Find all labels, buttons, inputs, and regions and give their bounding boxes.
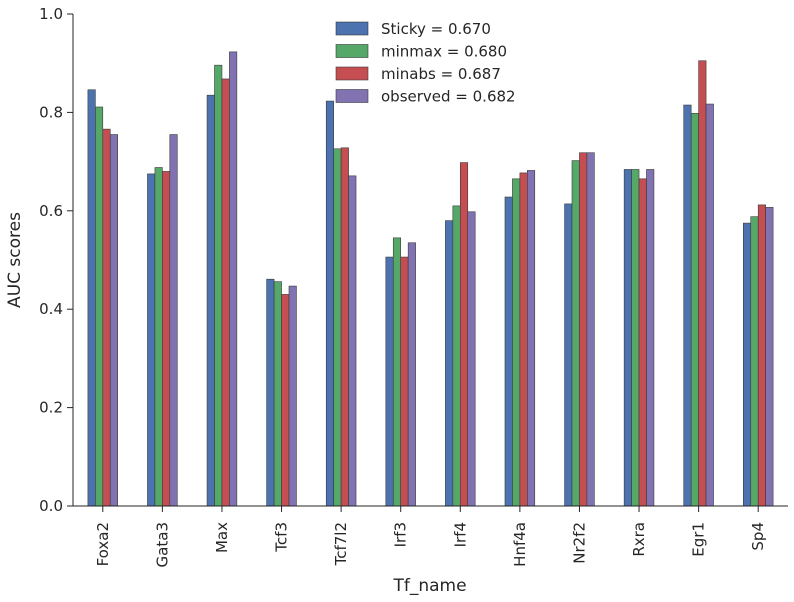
bar-hnf4a-series-2 <box>512 178 521 507</box>
y-tick-label: 0.4 <box>39 300 63 318</box>
bar-irf3-series-3 <box>400 256 409 507</box>
x-tick-label: Max <box>213 522 231 553</box>
bar-irf4-series-3 <box>459 162 469 507</box>
bar-max-series-4 <box>229 51 238 507</box>
bar-nr2f2-series-2 <box>571 160 580 507</box>
bar-irf4-series-4 <box>467 211 476 507</box>
bar-hnf4a-series-4 <box>527 170 536 507</box>
bar-gata3-series-4 <box>169 134 178 507</box>
bar-foxa2-series-2 <box>95 106 104 507</box>
x-tick-label: Sp4 <box>749 522 767 551</box>
legend-swatch-1 <box>335 21 369 36</box>
bar-tcf7l2-series-2 <box>333 148 342 507</box>
x-tick-label: Tcf7l2 <box>332 522 350 566</box>
bar-irf4-series-1 <box>445 220 454 507</box>
y-tick-label: 0.6 <box>39 202 63 220</box>
x-tick-label: Egr1 <box>690 522 708 557</box>
bar-nr2f2-series-4 <box>586 152 595 507</box>
axes-group <box>72 14 788 507</box>
legend-label-3: minabs = 0.687 <box>381 65 501 83</box>
x-tick-label: Tcf3 <box>273 522 291 553</box>
bar-tcf3-series-2 <box>273 281 282 507</box>
bar-foxa2-series-4 <box>109 134 118 507</box>
bar-foxa2-series-1 <box>87 89 96 507</box>
bar-rxra-series-1 <box>623 169 632 507</box>
bar-sp4-series-2 <box>750 216 759 507</box>
legend: Sticky = 0.670 minmax = 0.680 minabs = 0.6… <box>335 20 516 106</box>
y-ticks-group: 0.0 0.2 0.4 0.6 0.8 1.0 <box>39 5 73 515</box>
bar-tcf7l2-series-3 <box>340 147 349 507</box>
bar-rxra-series-2 <box>631 169 640 507</box>
bar-egr1-series-4 <box>705 103 714 507</box>
bar-rxra-series-3 <box>638 178 647 507</box>
legend-swatch-2 <box>335 44 369 58</box>
bar-hnf4a-series-3 <box>519 172 528 507</box>
bar-max-series-2 <box>214 64 223 507</box>
bar-tcf7l2-series-4 <box>348 175 357 507</box>
x-tick-label: Gata3 <box>153 522 171 567</box>
bar-sp4-series-4 <box>765 207 774 507</box>
x-tick-label: Rxra <box>630 522 648 557</box>
bar-egr1-series-3 <box>698 60 707 507</box>
bar-tcf3-series-1 <box>266 278 275 507</box>
bar-nr2f2-series-3 <box>579 152 588 507</box>
bar-irf4-series-2 <box>452 205 461 507</box>
y-tick-label: 0.8 <box>39 103 63 121</box>
y-tick-label: 1.0 <box>39 5 63 23</box>
bar-gata3-series-3 <box>162 171 171 507</box>
bar-rxra-series-4 <box>646 169 655 507</box>
bar-foxa2-series-3 <box>102 128 111 507</box>
y-tick-label: 0.0 <box>39 497 63 515</box>
bar-irf3-series-4 <box>407 242 416 507</box>
bar-gata3-series-2 <box>154 167 163 507</box>
bar-sp4-series-1 <box>743 222 752 507</box>
x-tick-label: Irf3 <box>392 522 410 547</box>
legend-label-4: observed = 0.682 <box>381 88 516 106</box>
x-tick-label: Nr2f2 <box>571 522 589 564</box>
bar-egr1-series-2 <box>690 113 699 507</box>
bar-tcf3-series-4 <box>288 285 297 507</box>
bar-egr1-series-1 <box>683 104 692 507</box>
y-axis-label: AUC scores <box>5 212 25 308</box>
bar-max-series-1 <box>206 94 215 507</box>
bar-max-series-3 <box>221 78 230 507</box>
bar-tcf7l2-series-1 <box>325 100 334 507</box>
x-tick-label: Hnf4a <box>511 522 529 567</box>
x-ticks-group: Foxa2 Gata3 Max Tcf3 Tcf7l2 Irf3 Irf4 Hnf4a Nr2f… <box>94 506 767 567</box>
bar-sp4-series-3 <box>757 204 766 507</box>
legend-swatch-4 <box>335 89 369 103</box>
bar-gata3-series-1 <box>147 173 156 507</box>
x-tick-label: Irf4 <box>451 522 469 547</box>
bar-irf3-series-2 <box>392 237 402 507</box>
bar-irf3-series-1 <box>385 256 394 507</box>
legend-label-2: minmax = 0.680 <box>381 43 507 61</box>
x-tick-label: Foxa2 <box>94 522 112 566</box>
x-axis-label: Tf_name <box>392 576 466 596</box>
bars-group <box>87 51 774 507</box>
legend-swatch-3 <box>335 66 369 81</box>
bar-hnf4a-series-1 <box>504 196 513 507</box>
bar-nr2f2-series-1 <box>564 203 573 507</box>
legend-label-1: Sticky = 0.670 <box>381 20 491 38</box>
y-tick-label: 0.2 <box>39 399 63 417</box>
bar-tcf3-series-3 <box>281 294 290 507</box>
